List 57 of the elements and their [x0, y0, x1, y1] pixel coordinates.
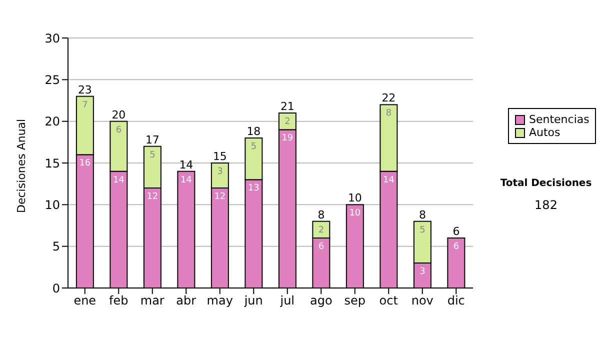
data-label: 7: [82, 100, 88, 110]
text: 182: [534, 198, 558, 212]
total-label: 14: [179, 158, 194, 172]
x-tick-label: jul: [279, 294, 295, 308]
x-tick-label: nov: [411, 294, 434, 308]
y-tick-label: 30: [44, 31, 60, 46]
total-label: 23: [78, 83, 92, 96]
total-label: 21: [280, 100, 294, 113]
y-tick-label: 25: [44, 72, 60, 87]
legend-label: Autos: [529, 126, 560, 139]
data-label: 14: [382, 175, 395, 186]
data-label: 5: [250, 142, 257, 152]
y-tick-label: 10: [44, 198, 60, 212]
data-label: 2: [318, 225, 324, 236]
y-tick-label: 20: [44, 114, 60, 129]
total-label: 15: [212, 150, 227, 163]
data-label: 10: [349, 208, 361, 219]
x-tick-label: abr: [176, 294, 196, 308]
x-tick-label: oct: [379, 294, 398, 308]
x-tick-label: mar: [140, 294, 164, 308]
data-label: 6: [318, 242, 324, 252]
data-label: 14: [180, 175, 192, 186]
total-label: 8: [418, 208, 426, 222]
total-label: 18: [246, 125, 261, 138]
data-label: 16: [79, 158, 91, 169]
x-tick-label: jun: [243, 294, 263, 308]
total-label: 17: [145, 133, 160, 146]
data-label: 6: [453, 242, 460, 252]
data-label: 5: [420, 225, 426, 236]
x-tick-label: ene: [74, 294, 96, 308]
data-label: 12: [214, 192, 226, 202]
data-label: 19: [282, 134, 294, 144]
total-label: 22: [382, 92, 396, 105]
y-axis-title: Decisiones Anual: [14, 118, 28, 213]
x-tick-label: ago: [310, 294, 332, 308]
data-label: 5: [150, 150, 156, 160]
x-tick-label: sep: [344, 294, 366, 308]
data-label: 3: [217, 167, 223, 177]
total-label: 6: [452, 225, 460, 238]
data-label: 14: [112, 175, 125, 186]
y-tick-label: 15: [44, 156, 60, 170]
data-label: 3: [420, 267, 426, 277]
data-label: 13: [248, 184, 260, 194]
x-tick-label: dic: [447, 294, 465, 308]
x-tick-label: feb: [109, 294, 128, 308]
total-label: 8: [318, 208, 325, 222]
x-tick-label: may: [206, 294, 233, 308]
text: Total Decisiones: [499, 178, 593, 189]
total-label: 20: [112, 108, 126, 122]
data-label: 6: [116, 125, 122, 136]
y-tick-label: 0: [52, 281, 60, 296]
data-label: 2: [284, 117, 290, 127]
total-label: 10: [348, 192, 362, 205]
y-tick-label: 5: [52, 240, 60, 254]
data-label: 8: [386, 108, 392, 119]
legend-label: Sentencias: [529, 113, 590, 126]
data-label: 12: [146, 192, 158, 202]
